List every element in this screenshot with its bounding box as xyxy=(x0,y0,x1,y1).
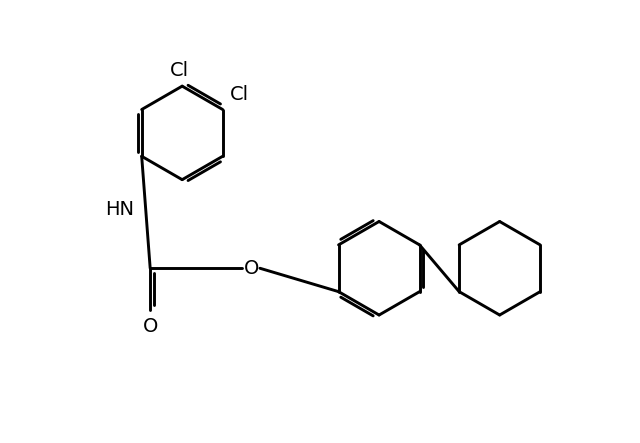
Text: Cl: Cl xyxy=(170,61,189,80)
Text: O: O xyxy=(243,259,259,278)
Text: HN: HN xyxy=(104,200,134,219)
Text: O: O xyxy=(143,318,158,337)
Text: Cl: Cl xyxy=(230,85,249,104)
